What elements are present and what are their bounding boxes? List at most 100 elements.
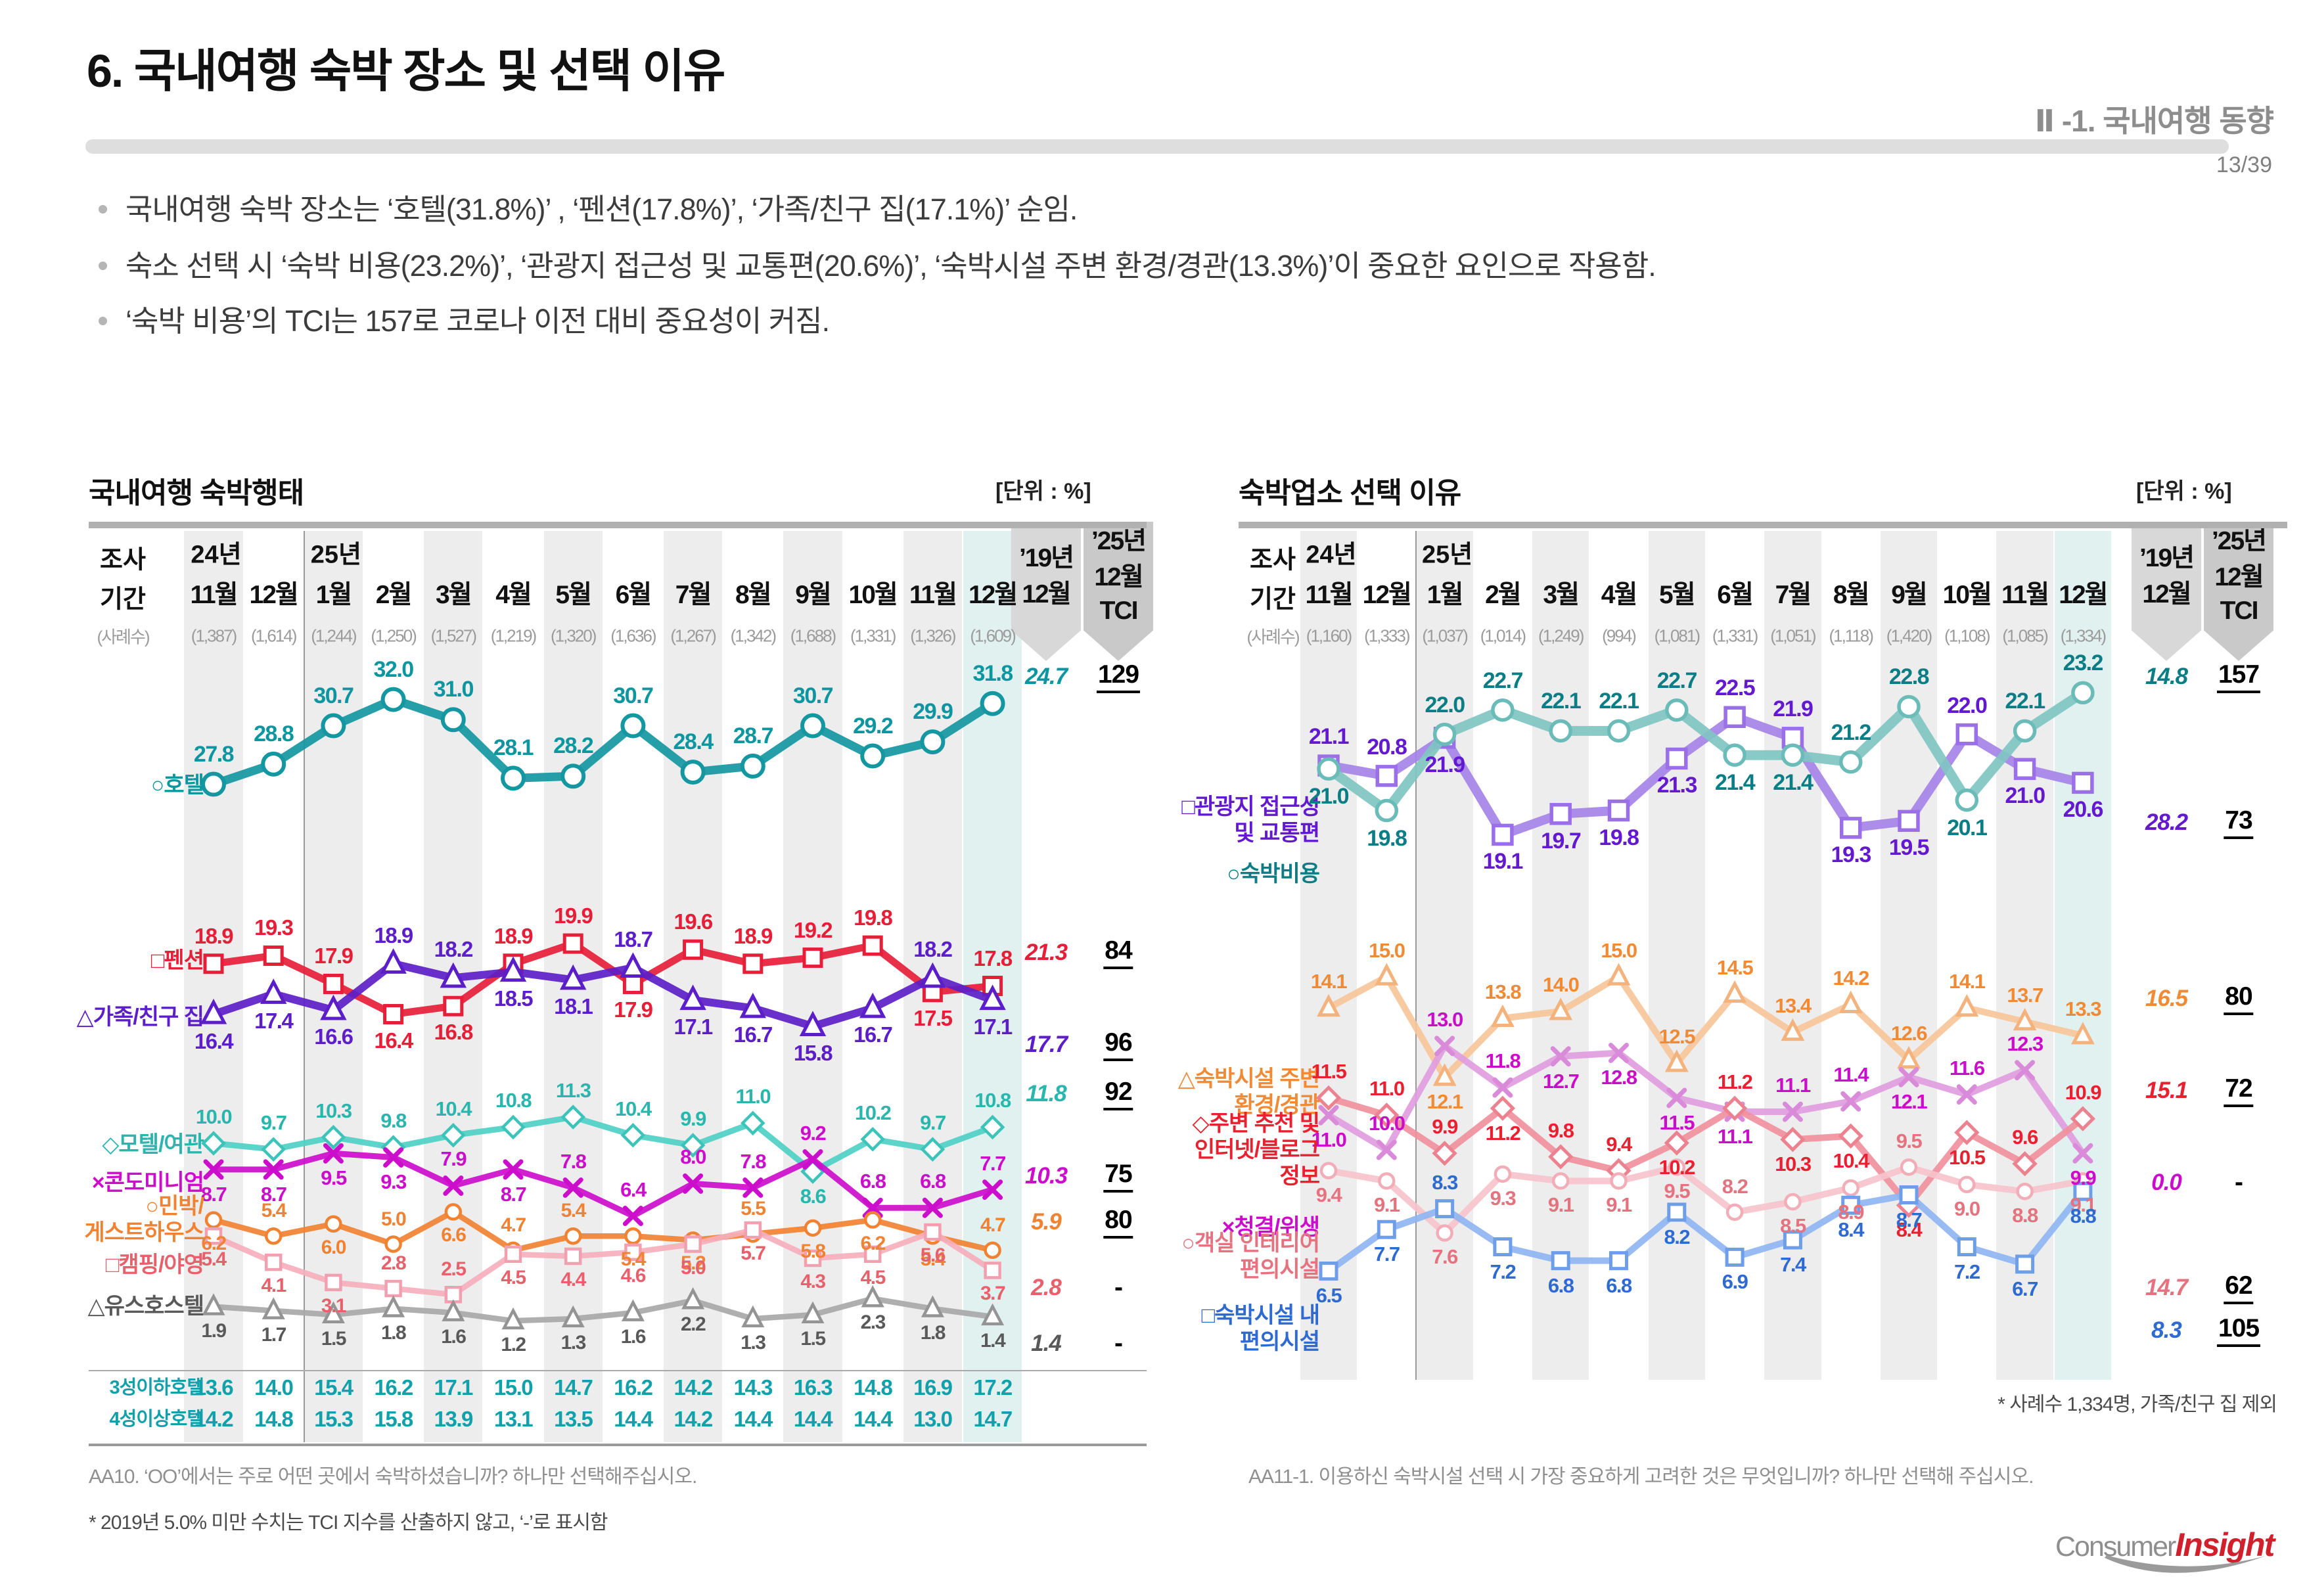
pension-value-label: 19.8 [854,905,893,930]
motel-inn-value-label: 10.4 [615,1097,652,1120]
year-divider-line [1415,531,1417,1380]
sample-size-value: (1,342) [730,626,777,646]
hotel-marker [501,765,526,791]
column-stripe [424,531,483,1442]
surrounding-environment-marker [1723,980,1747,1003]
condominium-2019-value: 10.3 [1024,1163,1068,1189]
section-label: Ⅱ -1. 국내여행 동향 [2034,104,2274,138]
bullet-1-text: 국내여행 숙박 장소는 ‘호텔(31.8%)’ , ‘펜션(17.8%)’, ‘… [126,193,1078,226]
col19-ribbon [2132,522,2201,661]
guesthouse-value-label: 4.7 [501,1214,526,1236]
family-friend-home-value-label: 18.9 [374,923,413,947]
column-stripe [963,531,1022,1442]
condominium-marker [742,1177,764,1198]
condominium-value-label: 9.3 [380,1170,407,1194]
month-label: 6월 [615,581,652,609]
surrounding-environment-series-label: △숙박시설 주변 환경/경관 [1177,1066,1320,1118]
surrounding-environment-marker [1838,990,1863,1013]
motel-inn-value-label: 10.2 [855,1101,892,1124]
sample-size-value: (1,320) [550,626,597,646]
sample-size-value: (1,219) [490,626,537,646]
pension-value-label: 17.9 [614,997,653,1022]
lodging-cost-value-label: 22.1 [1599,689,1639,714]
sample-size-value: (1,527) [430,626,477,646]
lodging-cost-marker [1838,750,1863,774]
hotel-3star-under-value: 16.2 [614,1375,653,1400]
in-facility-amenities-marker [1841,1195,1861,1215]
hotel-4star-over-value: 14.4 [854,1407,893,1431]
youth-hostel-marker [382,1295,405,1317]
guesthouse-value-label: 6.2 [860,1232,886,1254]
motel-inn-marker [501,1114,526,1140]
survey-period-label: 조사 [100,546,146,574]
lodging-cost-marker [1375,798,1399,823]
camping-2019-value: 2.8 [1031,1275,1062,1300]
in-facility-amenities-marker [1377,1220,1396,1239]
condominium-marker [263,1159,284,1180]
hotel-3star-under-value: 14.2 [673,1375,713,1400]
pension-marker [622,973,643,994]
column-stripe [1880,531,1938,1380]
month-label: 11월 [2001,581,2049,609]
tourist-access-transport-marker [1723,706,1746,728]
colTCI-ribbon-text: ’25년 [1091,527,1147,555]
pension-2019-value: 21.3 [1024,940,1068,965]
hotel-4star-over-value: 13.0 [913,1407,953,1431]
youth-hostel-value-label: 1.6 [620,1325,647,1348]
camping-marker [264,1253,283,1271]
cleanliness-hygiene-marker [1492,1077,1513,1098]
month-label: 1월 [315,581,353,609]
motel-inn-value-label: 10.8 [495,1089,532,1112]
cleanliness-hygiene-value-label: 11.4 [1833,1063,1869,1087]
month-label: 2월 [375,581,413,609]
in-facility-amenities-value-label: 6.8 [1606,1273,1632,1297]
hotel-4star-over-value: 14.7 [973,1407,1013,1431]
sample-size-value: (1,326) [910,626,956,646]
camping-marker [744,1221,762,1239]
consumer-insight-logo: ConsumerInsight [2055,1526,2275,1573]
guesthouse-tci-value: 80 [1103,1206,1133,1239]
sample-size-value: (1,614) [250,626,297,646]
sample-size-value: (1,331) [850,626,896,646]
hotel-value-label: 28.8 [254,721,294,746]
sample-size-label: (사례수) [97,627,150,647]
sample-size-value: (1,609) [970,626,1016,646]
pension-marker [383,1004,404,1025]
motel-inn-marker [620,1122,646,1148]
room-interior-amenities-value-label: 9.0 [1953,1197,1980,1220]
family-friend-home-value-label: 18.7 [614,926,653,951]
guesthouse-marker [863,1211,882,1229]
cleanliness-hygiene-2019-value: 0.0 [2151,1170,2182,1195]
hotel-marker [740,753,765,779]
youth-hostel-marker [741,1305,765,1328]
colTCI-ribbon-text: TCI [1099,597,1139,625]
in-facility-amenities-marker [1725,1247,1745,1267]
youth-hostel-value-label: 1.8 [380,1321,407,1344]
youth-hostel-marker [621,1299,645,1321]
year-divider-line [303,531,305,1442]
tourist-access-transport-value-label: 19.8 [1599,825,1639,850]
surrounding-environment-tci-value: 80 [2224,982,2254,1015]
lodging-cost-value-label: 21.4 [1715,770,1756,796]
hotel-3star-under-value: 14.0 [254,1375,294,1400]
condominium-value-label: 7.8 [740,1149,766,1173]
camping-value-label: 2.8 [380,1252,407,1275]
pension-marker [503,953,524,974]
motel-inn-value-label: 9.7 [260,1111,287,1135]
family-friend-home-value-label: 17.4 [254,1008,294,1033]
month-label: 9월 [795,581,832,609]
sample-size-value: (1,387) [191,626,237,646]
surrounding-environment-value-label: 15.0 [1601,938,1637,962]
family-friend-home-value-label: 18.5 [493,986,534,1011]
logo-consumer-text: Consumer [2055,1531,2176,1562]
family-friend-home-marker [499,956,527,982]
room-interior-amenities-value-label: 9.3 [1490,1186,1517,1210]
survey-period-label: 조사 [1250,546,1296,574]
camping-marker [384,1279,402,1298]
sample-size-value: (1,267) [670,626,716,646]
camping-tci-value: - [1114,1273,1123,1302]
tourist-access-transport-marker [1839,817,1862,839]
lodging-cost-marker [1491,698,1515,722]
